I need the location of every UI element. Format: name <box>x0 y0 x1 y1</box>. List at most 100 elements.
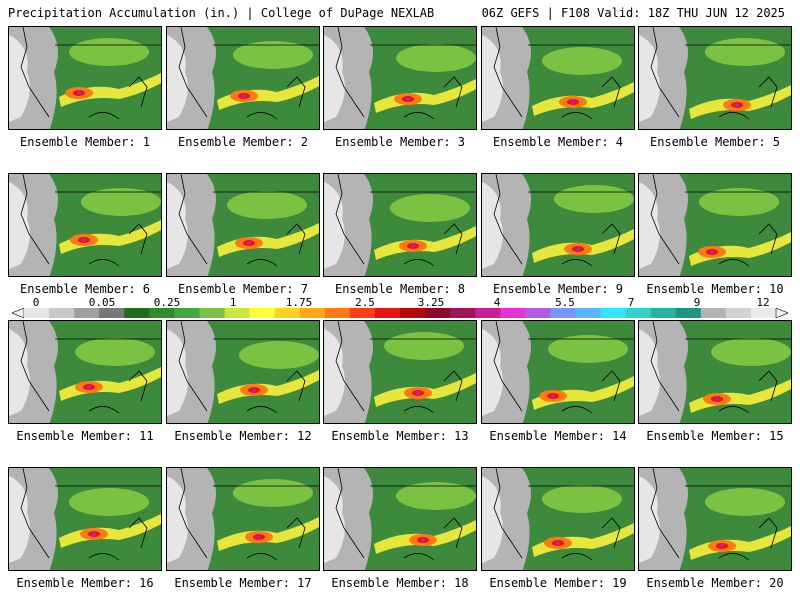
precip-map <box>9 468 161 570</box>
precip-map <box>639 27 791 129</box>
ensemble-member-label: Ensemble Member: 18 <box>331 576 469 590</box>
ensemble-member-label: Ensemble Member: 11 <box>16 429 154 443</box>
colorbar-tick-labels: 0 0.05 0.25 1 1.75 2.5 3.25 4 5.5 7 9 12 <box>0 296 800 309</box>
colorbar-tick-label: 0.05 <box>88 296 116 309</box>
colorbar-swatch <box>74 308 100 318</box>
colorbar-swatch <box>49 308 75 318</box>
colorbar-swatch <box>650 308 677 318</box>
ensemble-panel <box>323 467 477 571</box>
colorbar-swatch <box>224 308 251 318</box>
ensemble-member-label: Ensemble Member: 6 <box>19 282 151 296</box>
colorbar-swatch <box>675 308 702 318</box>
ensemble-member-label: Ensemble Member: 20 <box>646 576 784 590</box>
colorbar-swatch <box>475 308 501 318</box>
colorbar-swatch <box>124 308 150 318</box>
ensemble-panel <box>481 467 635 571</box>
colorbar-swatch <box>550 308 576 318</box>
colorbar-tick-label: 12 <box>756 296 770 309</box>
ensemble-panel <box>481 173 635 277</box>
precip-map <box>9 27 161 129</box>
colorbar <box>12 308 788 318</box>
ensemble-member-label: Ensemble Member: 15 <box>646 429 784 443</box>
colorbar-swatch <box>700 308 727 318</box>
precip-map <box>482 174 634 276</box>
colorbar-swatch <box>99 308 125 318</box>
colorbar-tick-label: 3.25 <box>417 296 445 309</box>
colorbar-swatch <box>450 308 476 318</box>
ensemble-member-label: Ensemble Member: 12 <box>174 429 312 443</box>
colorbar-tick-label: 5.5 <box>555 296 575 309</box>
colorbar-swatch <box>349 308 376 318</box>
colorbar-swatch <box>374 308 401 318</box>
colorbar-tick-label: 1.75 <box>285 296 313 309</box>
colorbar-left-arrow <box>12 308 25 318</box>
colorbar-swatch <box>425 308 451 318</box>
colorbar-swatch <box>249 308 276 318</box>
colorbar-tick-label: 9 <box>693 296 701 309</box>
ensemble-member-label: Ensemble Member: 14 <box>489 429 627 443</box>
ensemble-panel <box>323 26 477 130</box>
colorbar-tick-label: 0 <box>32 296 40 309</box>
ensemble-member-label: Ensemble Member: 17 <box>174 576 312 590</box>
ensemble-panel <box>638 467 792 571</box>
ensemble-member-label: Ensemble Member: 19 <box>489 576 627 590</box>
precip-map <box>482 321 634 423</box>
precip-map <box>167 27 319 129</box>
ensemble-member-label: Ensemble Member: 8 <box>334 282 466 296</box>
ensemble-member-label: Ensemble Member: 13 <box>331 429 469 443</box>
ensemble-member-label: Ensemble Member: 5 <box>649 135 781 149</box>
ensemble-panel <box>323 320 477 424</box>
colorbar-swatch <box>575 308 602 318</box>
precip-map <box>639 174 791 276</box>
colorbar-swatch <box>525 308 551 318</box>
precip-map <box>9 321 161 423</box>
ensemble-member-label: Ensemble Member: 10 <box>646 282 784 296</box>
colorbar-swatch <box>24 308 50 318</box>
ensemble-member-label: Ensemble Member: 3 <box>334 135 466 149</box>
ensemble-panel <box>638 26 792 130</box>
ensemble-member-label: Ensemble Member: 9 <box>492 282 624 296</box>
colorbar-tick-label: 4 <box>493 296 501 309</box>
precip-map <box>324 27 476 129</box>
colorbar-swatch <box>625 308 652 318</box>
ensemble-panel <box>166 173 320 277</box>
ensemble-member-label: Ensemble Member: 16 <box>16 576 154 590</box>
colorbar-tick-label: 0.25 <box>153 296 181 309</box>
ensemble-panel <box>323 173 477 277</box>
colorbar-swatch <box>750 308 777 318</box>
ensemble-member-label: Ensemble Member: 1 <box>19 135 151 149</box>
precip-map <box>324 321 476 423</box>
precip-map <box>167 321 319 423</box>
precip-map <box>167 174 319 276</box>
ensemble-member-label: Ensemble Member: 4 <box>492 135 624 149</box>
colorbar-tick-label: 2.5 <box>355 296 375 309</box>
precip-map <box>639 321 791 423</box>
precip-map <box>639 468 791 570</box>
colorbar-swatch <box>174 308 200 318</box>
ensemble-panel <box>8 467 162 571</box>
colorbar-swatch <box>400 308 426 318</box>
colorbar-swatch <box>299 308 326 318</box>
ensemble-panel <box>166 467 320 571</box>
precip-map <box>482 27 634 129</box>
ensemble-panel <box>638 173 792 277</box>
page-title: Precipitation Accumulation (in.) | Colle… <box>8 6 435 20</box>
colorbar-swatch <box>274 308 301 318</box>
ensemble-member-label: Ensemble Member: 2 <box>177 135 309 149</box>
precip-map <box>324 468 476 570</box>
ensemble-panel <box>166 320 320 424</box>
ensemble-panel <box>8 320 162 424</box>
ensemble-panel <box>481 320 635 424</box>
precip-map <box>167 468 319 570</box>
colorbar-tick-label: 1 <box>229 296 237 309</box>
colorbar-tick-label: 7 <box>627 296 635 309</box>
ensemble-panel <box>8 173 162 277</box>
colorbar-right-arrow <box>775 308 788 318</box>
colorbar-swatch <box>600 308 627 318</box>
colorbar-swatch <box>500 308 526 318</box>
ensemble-panel <box>8 26 162 130</box>
precip-map <box>482 468 634 570</box>
ensemble-panel <box>166 26 320 130</box>
colorbar-swatch <box>725 308 752 318</box>
colorbar-swatch <box>199 308 226 318</box>
